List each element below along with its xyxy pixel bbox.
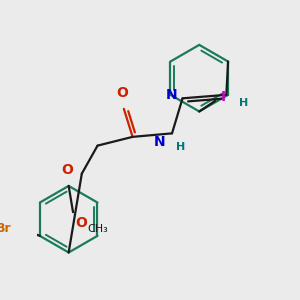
Text: O: O: [116, 86, 128, 100]
Text: N: N: [166, 88, 177, 102]
Text: O: O: [61, 163, 73, 177]
Text: O: O: [75, 216, 87, 230]
Text: N: N: [153, 135, 165, 149]
Text: H: H: [176, 142, 185, 152]
Text: H: H: [238, 98, 248, 108]
Text: CH₃: CH₃: [87, 224, 108, 235]
Text: I: I: [221, 90, 226, 104]
Text: Br: Br: [0, 222, 12, 235]
